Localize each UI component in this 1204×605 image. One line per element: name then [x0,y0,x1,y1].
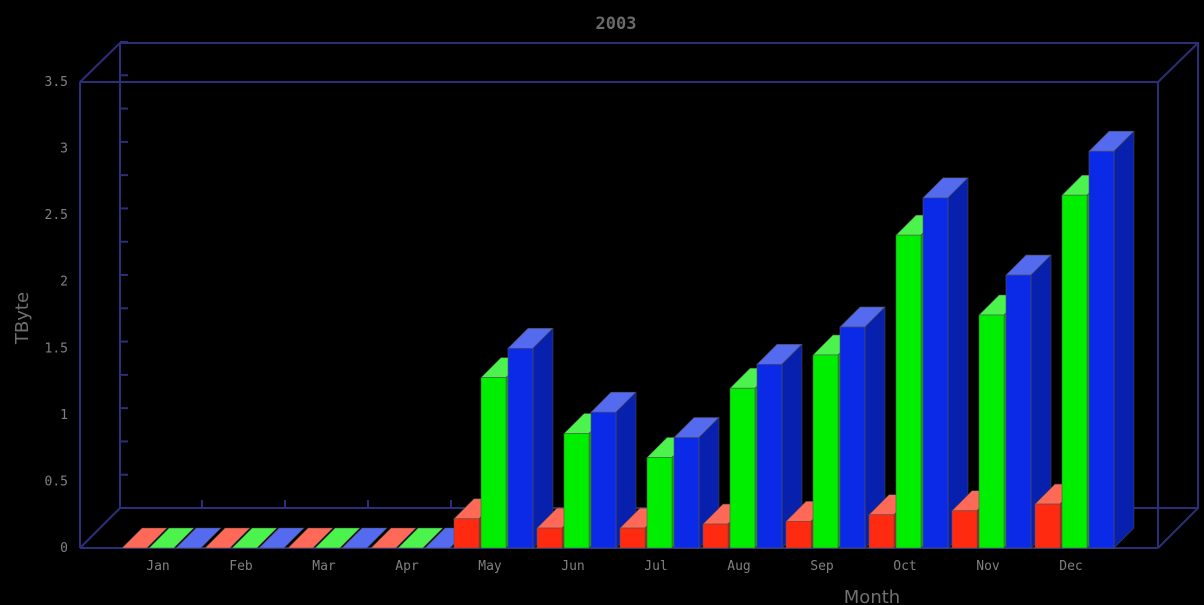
bar-top-face [370,527,417,549]
y-tick-label: 3.5 [45,75,68,90]
bar-top-face [231,527,278,549]
bars [121,130,1135,549]
x-tick-label: Oct [893,559,916,574]
y-tick-label: 0.5 [45,474,68,489]
bar-front-face [812,354,839,549]
bar-front-face [590,411,617,549]
bar-front-face [978,314,1005,549]
bar-top-face [287,527,334,549]
x-tick-label: Mar [312,559,336,574]
bar-front-face [729,387,756,549]
y-tick-label: 0 [60,541,68,556]
x-tick-label: Jan [146,559,169,574]
bar [507,327,554,549]
x-tick-label: Sep [810,559,834,574]
bar [258,527,305,549]
x-tick-marks [201,500,452,508]
bar-front-face [619,527,646,549]
bar-side-face [947,177,969,549]
bar-front-face [1005,274,1032,549]
bar [922,177,969,549]
x-tick-label: Aug [727,559,750,574]
bar [175,527,222,549]
bar-front-face [673,437,700,549]
x-tick-label: Feb [229,559,253,574]
x-tick-label: Dec [1059,559,1082,574]
bar [1005,254,1052,549]
bar-top-face [175,527,222,549]
bar-front-face [646,457,673,549]
bar-top-face [341,527,388,549]
y-axis-label: TByte [12,292,33,345]
bar [204,527,251,549]
bar [287,527,334,549]
bar [148,527,195,549]
x-tick-label: Nov [976,559,1000,574]
x-tick-label: Jun [561,559,584,574]
bar-top-face [148,527,195,549]
bar [370,527,417,549]
bar [673,416,720,549]
y-tick-labels: 0 0.5 1 1.5 2 2.5 3 3.5 [45,75,68,556]
bar [397,527,444,549]
bar [590,391,637,549]
bar-front-face [895,234,922,549]
bar-front-face [756,363,783,549]
bar-front-face [868,514,895,549]
y-tick-marks [120,41,128,476]
bar [341,527,388,549]
bar [231,527,278,549]
x-axis-label: Month [844,587,900,605]
bar-front-face [1034,503,1061,549]
bar-front-face [702,523,729,549]
bar-front-face [839,326,866,549]
x-tick-label: Jul [644,559,667,574]
x-tick-label: Apr [395,559,419,574]
bar [314,527,361,549]
bar-side-face [1113,130,1135,549]
x-tick-label: May [478,559,502,574]
bar-front-face [922,197,949,549]
x-tick-labels: Jan Feb Mar Apr May Jun Jul Aug Sep Oct Nov Dec [146,559,1082,574]
bar-top-face [121,527,168,549]
bar-top-face [397,527,444,549]
bar-front-face [536,527,563,549]
bar-front-face [1061,194,1088,549]
bar-top-face [314,527,361,549]
bar-top-face [204,527,251,549]
bar-front-face [453,518,480,549]
y-tick-label: 2.5 [45,208,68,223]
bar-front-face [951,510,978,549]
y-tick-label: 1 [60,408,68,423]
bar-front-face [563,433,590,549]
chart-title: 2003 [596,14,637,34]
y-tick-label: 3 [60,142,68,157]
y-tick-label: 2 [60,275,68,290]
bar-front-face [1088,150,1115,549]
bar-top-face [258,527,305,549]
bar [121,527,168,549]
bar-front-face [480,377,507,549]
bar-front-face [507,347,534,549]
y-tick-label: 1.5 [45,341,68,356]
bar [1088,130,1135,549]
bar-front-face [785,521,812,549]
bar [839,306,886,549]
